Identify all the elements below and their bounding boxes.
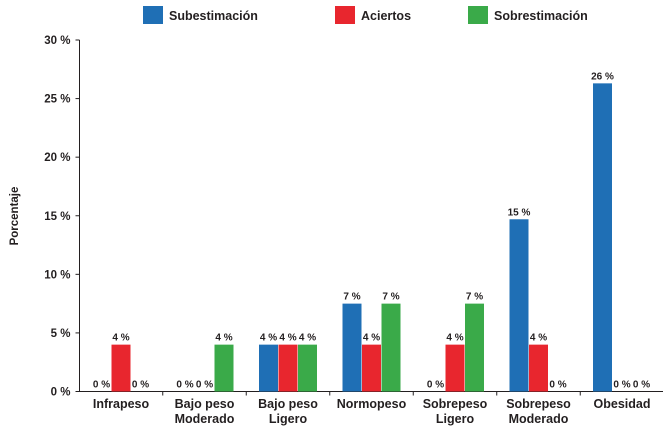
y-tick-label: 10 %: [44, 269, 70, 281]
y-tick-label: 30 %: [44, 35, 70, 47]
legend-swatch-sobrestimacion: [468, 6, 488, 24]
data-label-subestimacion-sobrepeso-ligero: 0 %: [427, 380, 444, 391]
data-label-aciertos-sobrepeso-ligero: 4 %: [446, 333, 463, 344]
legend-swatch-aciertos: [335, 6, 355, 24]
data-label-sobrestimacion-bajo-peso-ligero: 4 %: [299, 333, 316, 344]
y-tick-label: 5 %: [51, 328, 71, 340]
bar-aciertos-sobrepeso-ligero: [445, 344, 465, 392]
bar-subestimacion-sobrepeso-moderado: [509, 219, 529, 392]
legend-label-sobrestimacion: Sobrestimación: [494, 9, 588, 23]
x-tick-label-sobrepeso-ligero: Sobrepeso Ligero: [423, 397, 488, 426]
data-label-subestimacion-sobrepeso-moderado: 15 %: [508, 207, 531, 218]
data-label-sobrestimacion-infrapeso: 0 %: [132, 380, 149, 391]
x-tick-label-infrapeso: Infrapeso: [93, 397, 150, 411]
bar-aciertos-normopeso: [362, 344, 381, 392]
y-axis-ticks: 0 % 5 % 10 % 15 % 20 % 25 % 30 %: [44, 35, 80, 399]
data-label-sobrestimacion-sobrepeso-moderado: 0 %: [549, 380, 566, 391]
x-tick-label-normopeso: Normopeso: [337, 397, 407, 411]
bars: 0 %4 %0 % 0 % 0 %4 % 4 % 4 % 4 %7 %4 %7 %0 %4…: [93, 71, 650, 392]
y-tick-label: 0 %: [51, 387, 71, 399]
data-label-subestimacion-bajo-peso-moderado: 0 %: [176, 380, 193, 391]
bar-subestimacion-obesidad: [593, 83, 612, 392]
bar-sobrestimacion-bajo-peso-moderado: [214, 344, 234, 392]
bar-aciertos-sobrepeso-moderado: [529, 344, 548, 392]
legend-label-aciertos: Aciertos: [361, 9, 411, 23]
bar-subestimacion-bajo-peso-ligero: [259, 344, 278, 392]
data-label-aciertos-normopeso: 4 %: [363, 333, 380, 344]
data-label-aciertos-obesidad: 0 %: [613, 380, 630, 391]
bar-sobrestimacion-normopeso: [381, 303, 401, 392]
x-tick-label-bajo-peso-moderado: Bajo peso Moderado: [175, 397, 235, 426]
data-label-subestimacion-infrapeso: 0 %: [93, 380, 110, 391]
legend-swatch-subestimacion: [143, 6, 163, 24]
bar-aciertos-infrapeso: [111, 344, 131, 392]
data-label-subestimacion-obesidad: 26 %: [591, 71, 614, 82]
x-tick-label-bajo-peso-ligero: Bajo peso Ligero: [258, 397, 318, 426]
x-axis-labels: Infrapeso Bajo peso Moderado Bajo peso Liger…: [93, 391, 651, 426]
data-label-subestimacion-normopeso: 7 %: [343, 292, 360, 303]
data-label-aciertos-bajo-peso-ligero: 4 %: [279, 333, 296, 344]
y-tick-label: 20 %: [44, 152, 70, 164]
data-label-sobrestimacion-obesidad: 0 %: [633, 380, 650, 391]
legend-label-subestimacion: Subestimación: [169, 9, 258, 23]
data-label-aciertos-sobrepeso-moderado: 4 %: [530, 333, 547, 344]
bar-aciertos-bajo-peso-ligero: [278, 344, 298, 392]
y-axis-title: Porcentaje: [9, 187, 21, 246]
bar-subestimacion-normopeso: [342, 303, 362, 392]
bar-sobrestimacion-sobrepeso-ligero: [465, 303, 484, 392]
y-tick-label: 15 %: [44, 211, 70, 223]
data-label-aciertos-bajo-peso-moderado: 0 %: [196, 380, 213, 391]
data-label-aciertos-infrapeso: 4 %: [112, 333, 129, 344]
y-tick-label: 25 %: [44, 94, 70, 106]
data-label-sobrestimacion-bajo-peso-moderado: 4 %: [215, 333, 232, 344]
data-label-sobrestimacion-normopeso: 7 %: [382, 292, 399, 303]
data-label-sobrestimacion-sobrepeso-ligero: 7 %: [466, 292, 483, 303]
x-tick-label-sobrepeso-moderado: Sobrepeso Moderado: [506, 397, 571, 426]
bar-sobrestimacion-bajo-peso-ligero: [298, 344, 317, 392]
x-tick-label-obesidad: Obesidad: [594, 397, 651, 411]
legend: Subestimación Aciertos Sobrestimación: [143, 6, 588, 24]
data-label-subestimacion-bajo-peso-ligero: 4 %: [260, 333, 277, 344]
